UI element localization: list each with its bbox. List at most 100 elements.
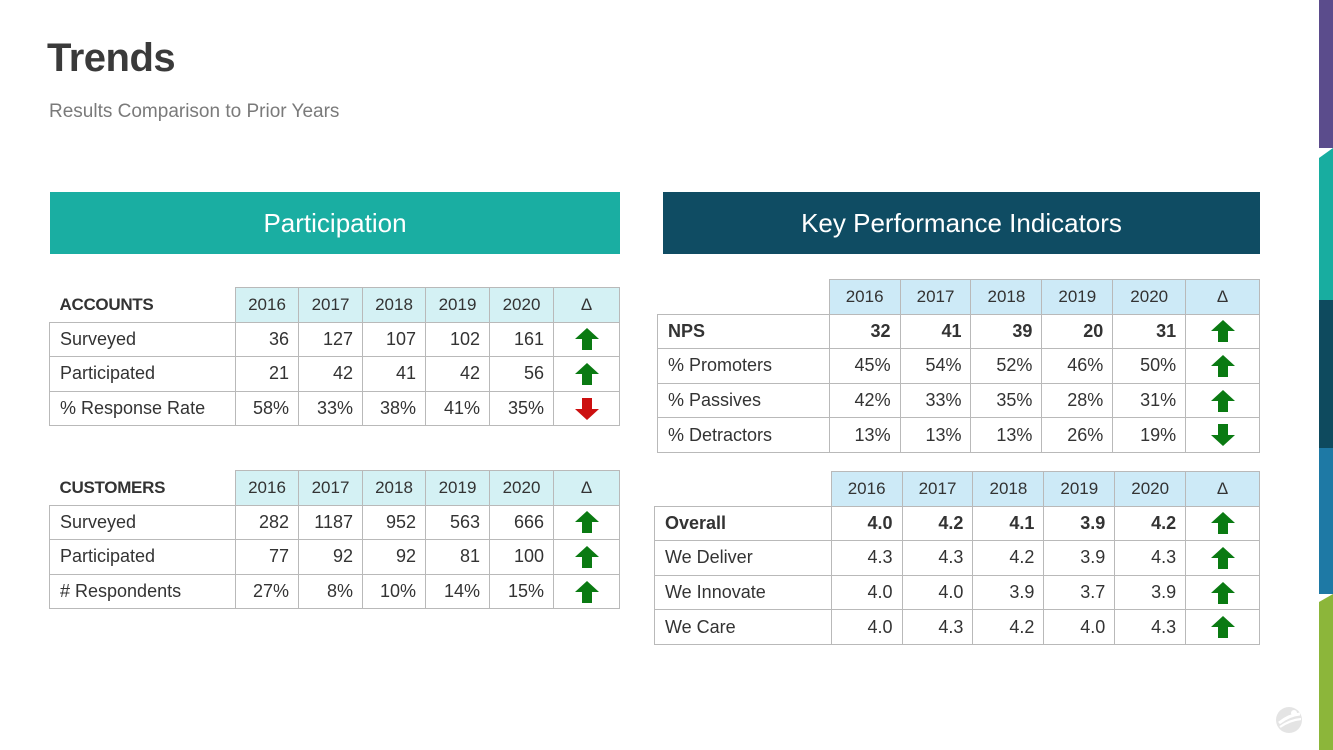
trend-cell [1185, 574, 1260, 611]
trend-cell [553, 539, 620, 575]
delta-header: Δ [553, 287, 620, 323]
cell-value: 52% [970, 348, 1043, 384]
decorative-side-strip [1319, 0, 1333, 750]
row-label: Overall [654, 505, 832, 542]
arrow-up-icon [1210, 319, 1236, 343]
cell-value: 31 [1112, 313, 1187, 350]
cell-value: 41% [425, 390, 490, 427]
cell-value: 13% [828, 417, 901, 453]
row-label: We Deliver [654, 540, 832, 576]
nps-table: 2016 2017 2018 2019 2020 Δ NPS 32 41 39 … [657, 279, 1260, 453]
delta-header: Δ [1185, 279, 1260, 315]
trend-cell [1185, 348, 1260, 384]
table-row: Participated 77 92 92 81 100 [49, 539, 620, 575]
cell-value: 13% [899, 417, 972, 453]
cell-value: 41 [899, 313, 972, 350]
table-row: We Deliver 4.3 4.3 4.2 3.9 4.3 [654, 540, 1260, 576]
cell-value: 4.1 [972, 505, 1045, 542]
trend-cell [1185, 505, 1260, 542]
trend-cell [553, 321, 620, 358]
cell-value: 282 [235, 504, 299, 541]
cell-value: 666 [489, 504, 554, 541]
cell-value: 3.9 [1114, 574, 1187, 611]
cell-value: 35% [489, 390, 554, 427]
year-header: 2020 [1112, 279, 1187, 315]
cell-value: 27% [235, 573, 299, 610]
cell-value: 42 [298, 356, 363, 392]
cell-value: 4.0 [901, 574, 974, 611]
cell-value: 42% [828, 382, 901, 419]
table-row: We Care 4.0 4.3 4.2 4.0 4.3 [654, 609, 1260, 645]
cell-value: 4.3 [901, 540, 974, 576]
cell-value: 54% [899, 348, 972, 384]
cell-value: 10% [362, 573, 426, 610]
cell-value: 92 [362, 539, 426, 575]
trend-cell [553, 573, 620, 610]
trend-cell [553, 504, 620, 541]
year-header: 2016 [830, 471, 903, 507]
year-header: 2018 [970, 279, 1043, 315]
arrow-up-icon [574, 545, 600, 569]
cell-value: 161 [489, 321, 554, 358]
cell-value: 32 [828, 313, 901, 350]
arrow-up-icon [1210, 389, 1236, 413]
year-header: 2020 [1114, 471, 1187, 507]
cell-value: 3.7 [1043, 574, 1116, 611]
arrow-up-icon [574, 362, 600, 386]
cell-value: 81 [425, 539, 490, 575]
cell-value: 4.0 [830, 609, 903, 645]
cell-value: 100 [489, 539, 554, 575]
arrow-up-icon [1210, 546, 1236, 570]
row-label: Participated [49, 356, 236, 392]
customers-table: CUSTOMERS 2016 2017 2018 2019 2020 Δ Sur… [49, 470, 620, 610]
delta-header: Δ [1185, 471, 1260, 507]
cell-value: 4.0 [830, 505, 903, 542]
row-label: % Response Rate [49, 390, 236, 427]
table-row: Surveyed 282 1187 952 563 666 [49, 504, 620, 541]
customers-section-label: CUSTOMERS [49, 470, 236, 506]
trend-cell [1185, 417, 1260, 453]
row-label: Participated [49, 539, 236, 575]
arrow-down-icon [1210, 423, 1236, 447]
cell-value: 77 [235, 539, 299, 575]
table-row: # Respondents 27% 8% 10% 14% 15% [49, 573, 620, 610]
arrow-up-icon [1210, 615, 1236, 639]
cell-value: 31% [1112, 382, 1187, 419]
row-label: % Detractors [657, 417, 830, 453]
trend-cell [1185, 540, 1260, 576]
table-row: % Promoters 45% 54% 52% 46% 50% [657, 348, 1260, 384]
cell-value: 14% [425, 573, 490, 610]
cell-value: 33% [899, 382, 972, 419]
year-header: 2019 [1043, 471, 1116, 507]
cell-value: 39 [970, 313, 1043, 350]
row-label: % Passives [657, 382, 830, 419]
trend-cell [1185, 382, 1260, 419]
row-label: Surveyed [49, 321, 236, 358]
page-subtitle: Results Comparison to Prior Years [49, 101, 340, 122]
cell-value: 107 [362, 321, 426, 358]
year-header: 2018 [362, 287, 426, 323]
cell-value: 15% [489, 573, 554, 610]
page-title: Trends [47, 36, 176, 80]
year-header: 2019 [1041, 279, 1114, 315]
arrow-up-icon [574, 327, 600, 351]
cell-value: 58% [235, 390, 299, 427]
accounts-table: ACCOUNTS 2016 2017 2018 2019 2020 Δ Surv… [49, 287, 620, 427]
cell-value: 35% [970, 382, 1043, 419]
trend-cell [1185, 313, 1260, 350]
delta-header: Δ [553, 470, 620, 506]
cell-value: 4.3 [830, 540, 903, 576]
cell-value: 21 [235, 356, 299, 392]
cell-value: 20 [1041, 313, 1114, 350]
cell-value: 28% [1041, 382, 1114, 419]
cell-value: 92 [298, 539, 363, 575]
year-header: 2019 [425, 287, 490, 323]
row-label: We Innovate [654, 574, 832, 611]
year-header: 2017 [298, 287, 363, 323]
cell-value: 26% [1041, 417, 1114, 453]
cell-value: 4.2 [972, 609, 1045, 645]
year-header: 2018 [972, 471, 1045, 507]
arrow-down-icon [574, 397, 600, 421]
cell-value: 4.2 [972, 540, 1045, 576]
kpi-banner: Key Performance Indicators [663, 192, 1260, 254]
